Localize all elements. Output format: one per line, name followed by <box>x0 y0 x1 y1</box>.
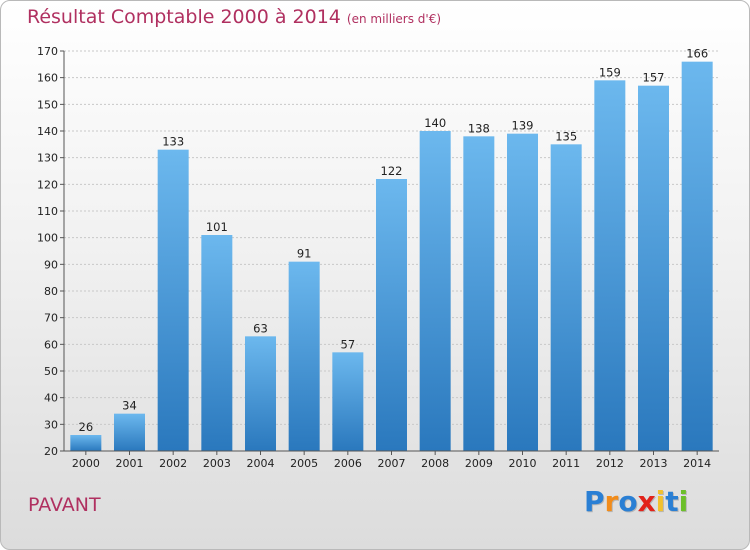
x-tick-label: 2001 <box>116 457 144 470</box>
bar <box>638 85 669 452</box>
y-tick-label: 70 <box>44 312 58 325</box>
chart-subtitle: (en milliers d'€) <box>346 12 442 26</box>
bar <box>157 149 189 451</box>
city-name: PAVANT <box>28 494 101 516</box>
data-label: 122 <box>381 164 403 178</box>
chart-title: Résultat Comptable 2000 à 2014 <box>27 6 341 28</box>
bar <box>376 179 407 451</box>
bar <box>201 235 233 451</box>
bar <box>507 133 538 451</box>
data-label: 140 <box>424 116 446 130</box>
y-tick-label: 60 <box>44 338 58 351</box>
data-label: 135 <box>555 129 577 143</box>
data-label: 139 <box>512 119 534 133</box>
x-tick-label: 2013 <box>640 457 668 470</box>
y-tick-label: 100 <box>37 232 58 245</box>
y-tick-label: 130 <box>37 152 58 165</box>
x-tick-label: 2005 <box>290 457 318 470</box>
x-tick-label: 2009 <box>465 457 493 470</box>
data-label: 91 <box>297 247 312 261</box>
bars <box>70 61 713 452</box>
bar <box>288 261 320 451</box>
bar <box>594 80 626 451</box>
x-tick-label: 2002 <box>159 457 187 470</box>
labels: 20 30 40 50 60 70 80 90 100 110 120 130 140 150 160 170… <box>37 45 711 470</box>
y-tick-label: 90 <box>44 258 58 271</box>
y-tick-label: 110 <box>37 205 58 218</box>
data-label: 26 <box>79 420 94 434</box>
data-label: 133 <box>162 135 184 149</box>
x-tick-label: 2000 <box>72 457 100 470</box>
x-tick-label: 2008 <box>421 457 449 470</box>
y-tick-label: 120 <box>37 178 58 191</box>
x-tick-label: 2010 <box>509 457 537 470</box>
data-label: 159 <box>599 65 621 79</box>
bar <box>245 336 276 451</box>
x-tick-label: 2003 <box>203 457 231 470</box>
y-tick-label: 50 <box>44 365 58 378</box>
x-tick-label: 2014 <box>683 457 711 470</box>
proxiti-logo: Proxiti <box>584 485 688 518</box>
y-tick-label: 170 <box>37 45 58 58</box>
axes <box>60 50 719 455</box>
bar <box>550 144 582 452</box>
logo-letter: x <box>637 485 656 518</box>
logo-letter: P <box>584 485 605 518</box>
y-tick-label: 160 <box>37 72 58 85</box>
data-label: 166 <box>686 47 708 61</box>
chart-title-block: Résultat Comptable 2000 à 2014 (en millie… <box>27 6 441 28</box>
logo-letter: r <box>604 485 619 518</box>
logo-letter: t <box>665 485 679 518</box>
y-tick-label: 30 <box>44 418 58 431</box>
logo-letter: i <box>655 485 666 518</box>
bar <box>114 413 145 451</box>
y-tick-label: 140 <box>37 125 58 138</box>
bar <box>419 131 451 451</box>
logo-letter: o <box>618 485 638 518</box>
x-tick-label: 2011 <box>552 457 580 470</box>
data-label: 157 <box>643 71 665 85</box>
data-label: 57 <box>341 337 356 351</box>
data-label: 101 <box>206 220 228 234</box>
data-label: 63 <box>253 321 268 335</box>
y-tick-label: 40 <box>44 392 58 405</box>
x-tick-label: 2006 <box>334 457 362 470</box>
bar <box>681 61 713 452</box>
logo-letter: i <box>678 485 689 518</box>
x-tick-label: 2012 <box>596 457 624 470</box>
bar <box>332 352 364 451</box>
y-tick-label: 20 <box>44 445 58 458</box>
x-tick-label: 2007 <box>378 457 406 470</box>
data-label: 138 <box>468 121 490 135</box>
bar <box>70 435 102 451</box>
x-tick-label: 2004 <box>247 457 275 470</box>
y-tick-label: 80 <box>44 285 58 298</box>
data-label: 34 <box>122 399 137 413</box>
y-tick-label: 150 <box>37 98 58 111</box>
bar <box>463 136 495 452</box>
